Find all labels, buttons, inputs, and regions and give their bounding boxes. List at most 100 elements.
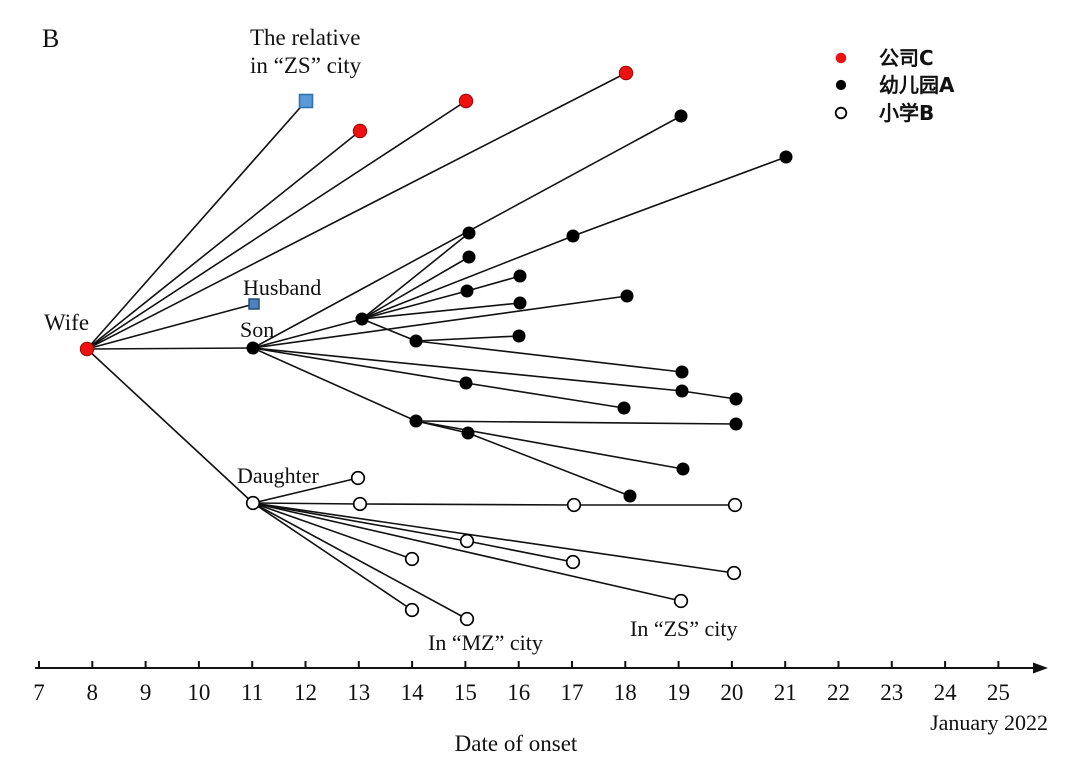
edge-daughter-s13b [252,502,361,505]
node-k15b-black-dot [462,250,476,264]
node-k16c-black-dot [512,329,526,343]
node-son-black-dot [246,341,260,355]
node-k19a-black-dot [675,365,689,379]
edge-k19c-k20a [681,390,737,400]
edge-k14b-k20b [415,420,737,425]
node-k20a-black-dot [729,392,743,406]
edge-k14a-k16c [415,335,520,342]
nodes-layer [79,65,793,627]
legend-label-primary: 小学B [879,101,934,125]
legend-label-kindergarten: 幼儿园A [879,73,955,97]
node-s14b-open-dot [404,602,420,618]
node-k17-black-dot [566,229,580,243]
edge-k13-k14a [361,318,417,342]
edge-daughter-s14a [252,502,413,560]
axis-tick-label-17: 17 [561,680,584,705]
edge-daughter-s19 [252,502,682,602]
axis-tick-label-9: 9 [140,680,152,705]
panel-label: B [42,24,59,53]
node-k19d-black-dot [676,462,690,476]
axis-tick-label-16: 16 [507,680,530,705]
node-s14a-open-dot [404,551,420,567]
node-s17a-open-dot [566,497,582,513]
node-k15e-black-dot [461,426,475,440]
axis-tick-label-14: 14 [401,680,425,705]
axis-tick-label-12: 12 [294,680,317,705]
axis-tick-label-7: 7 [33,680,45,705]
edge-k17-k21 [572,156,787,237]
legend-marker-primary-icon [834,106,848,120]
axis-tick-label-11: 11 [241,680,263,705]
wife-label: Wife [44,310,89,335]
edge-k13-k15b [361,256,470,320]
edge-k15e-k18c [467,432,631,497]
node-k19c-black-dot [675,384,689,398]
edge-son-k15d [252,347,467,384]
edge-s15a-s17b [466,540,574,563]
edge-son-k18a [252,295,628,349]
son-label: Son [240,317,274,342]
axis-tick-label-18: 18 [614,680,637,705]
edge-k15d-k18b [465,382,625,409]
node-k15a-black-dot [462,226,476,240]
node-k19b-black-dot [674,109,688,123]
edge-wife-son [86,347,254,350]
node-s13a-open-dot [350,470,366,486]
edge-wife-c13 [86,130,361,350]
edge-wife-daughter [86,348,254,504]
axis-title: Date of onset [455,731,578,756]
node-k14a-black-dot [409,334,423,348]
legend-marker-company-icon [835,52,847,64]
node-c15-red-dot [458,93,474,109]
edge-k13-k15c [361,290,468,320]
node-s17b-open-dot [565,554,581,570]
edge-daughter-s13a [252,477,359,504]
edge-k14b-k19d [415,420,684,470]
node-s15b-open-dot [459,611,475,627]
edge-wife-husband [86,303,255,350]
axis-tick-label-20: 20 [720,680,743,705]
axis-month-label: January 2022 [930,710,1048,735]
edge-k13-k17 [361,235,574,320]
node-relative-square-marker [298,93,314,109]
edge-wife-c15 [86,100,467,350]
node-s20a-open-dot [727,497,743,513]
labels-layer: B The relative in “ZS” city Wife Husband Son D… [42,24,738,655]
edge-wife-relative [86,100,307,350]
node-k16b-black-dot [513,296,527,310]
edge-wife-c18 [86,72,627,350]
node-k18a-black-dot [620,289,634,303]
node-s15a-open-dot [459,533,475,549]
node-k20b-black-dot [729,417,743,431]
node-k15d-black-dot [459,376,473,390]
edge-k14a-k19a [415,340,683,373]
axis-tick-label-13: 13 [347,680,370,705]
relative-label-line1: The relative [250,25,360,50]
edge-son-k13 [252,318,363,349]
node-k13-black-dot [355,312,369,326]
axis-tick-label-22: 22 [827,680,850,705]
relative-label-line2: in “ZS” city [250,53,362,78]
node-k18c-black-dot [623,489,637,503]
node-k21-black-dot [779,150,793,164]
edge-son-k19c [252,347,683,392]
daughter-label: Daughter [237,463,320,488]
edge-s13b-s17a [359,503,575,506]
edge-daughter-s15a [252,502,468,542]
node-k14b-black-dot [409,414,423,428]
node-s19-open-dot [673,593,689,609]
mz-city-label: In “MZ” city [428,630,543,655]
axis-tick-label-24: 24 [934,680,958,705]
legend-marker-kindergarten-icon [835,79,847,91]
node-s20b-open-dot [726,565,742,581]
edge-k13-k15a [361,232,470,320]
axis-tick-label-25: 25 [987,680,1010,705]
zs-city-label: In “ZS” city [630,616,738,641]
legend: 公司C 幼儿园A 小学B [834,46,955,125]
axis-tick-label-15: 15 [454,680,477,705]
node-k15c-black-dot [460,284,474,298]
edge-daughter-s14b [252,502,413,611]
node-wife-red-dot [79,341,95,357]
